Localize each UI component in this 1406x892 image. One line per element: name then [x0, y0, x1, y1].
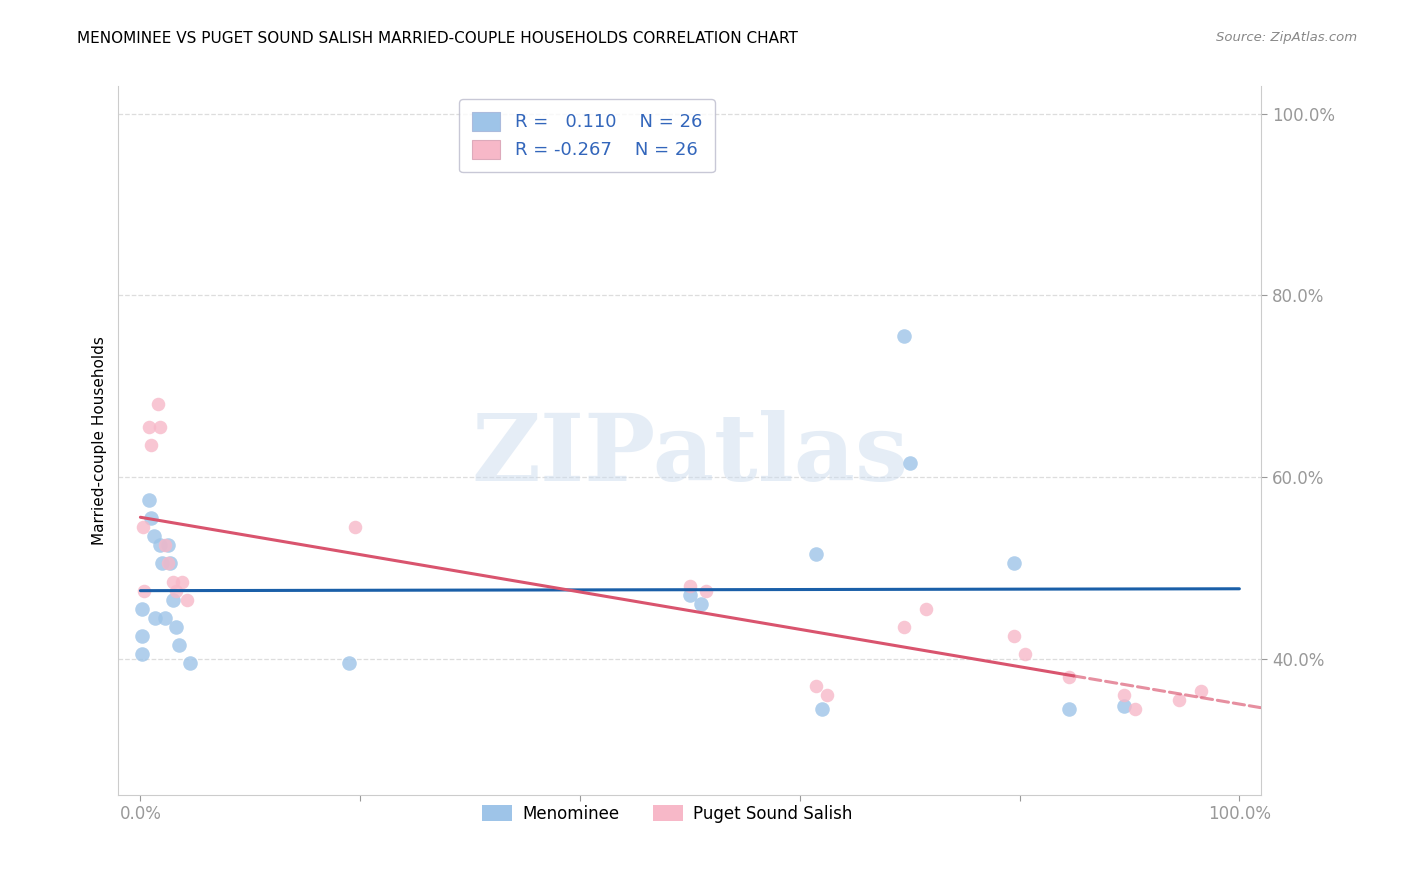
Point	[141, 438, 163, 452]
Point	[1123, 702, 1146, 716]
Point	[131, 647, 153, 661]
Point	[176, 592, 198, 607]
Text: ZIPatlas: ZIPatlas	[471, 410, 908, 500]
Point	[172, 574, 194, 589]
Point	[156, 538, 179, 552]
Point	[131, 602, 153, 616]
Point	[695, 583, 717, 598]
Point	[143, 611, 166, 625]
Point	[810, 702, 832, 716]
Point	[132, 583, 155, 598]
Point	[146, 397, 169, 411]
Point	[1002, 629, 1025, 643]
Text: MENOMINEE VS PUGET SOUND SALISH MARRIED-COUPLE HOUSEHOLDS CORRELATION CHART: MENOMINEE VS PUGET SOUND SALISH MARRIED-…	[77, 31, 799, 46]
Point	[165, 620, 187, 634]
Point	[159, 557, 181, 571]
Point	[1014, 647, 1036, 661]
Y-axis label: Married-couple Households: Married-couple Households	[93, 336, 107, 545]
Point	[915, 602, 938, 616]
Point	[149, 538, 172, 552]
Point	[131, 629, 153, 643]
Point	[1112, 699, 1135, 714]
Point	[806, 679, 828, 693]
Point	[179, 657, 201, 671]
Point	[142, 529, 165, 543]
Point	[1167, 692, 1189, 706]
Point	[153, 538, 176, 552]
Point	[138, 420, 160, 434]
Point	[153, 611, 176, 625]
Point	[167, 638, 190, 652]
Point	[131, 520, 153, 534]
Text: Source: ZipAtlas.com: Source: ZipAtlas.com	[1216, 31, 1357, 45]
Point	[337, 657, 360, 671]
Point	[893, 329, 915, 343]
Legend: Menominee, Puget Sound Salish: Menominee, Puget Sound Salish	[475, 798, 859, 830]
Point	[343, 520, 366, 534]
Point	[162, 574, 184, 589]
Point	[141, 511, 163, 525]
Point	[689, 597, 711, 611]
Point	[149, 420, 172, 434]
Point	[679, 579, 702, 593]
Point	[1112, 688, 1135, 702]
Point	[806, 547, 828, 561]
Point	[152, 557, 174, 571]
Point	[165, 583, 187, 598]
Point	[1189, 683, 1212, 698]
Point	[815, 688, 838, 702]
Point	[679, 588, 702, 602]
Point	[1057, 670, 1080, 684]
Point	[898, 457, 921, 471]
Point	[893, 620, 915, 634]
Point	[162, 592, 184, 607]
Point	[1057, 702, 1080, 716]
Point	[138, 492, 160, 507]
Point	[1002, 557, 1025, 571]
Point	[156, 557, 179, 571]
